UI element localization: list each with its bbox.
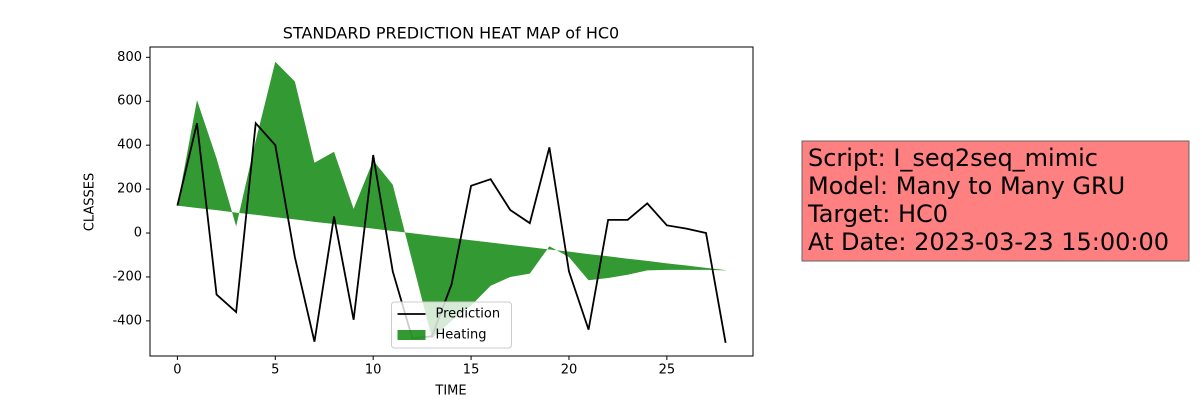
plot-frame bbox=[149, 46, 754, 357]
y-tick-label: 600 bbox=[117, 94, 142, 109]
legend-label: Heating bbox=[436, 328, 487, 343]
y-axis-label: CLASSES bbox=[83, 173, 98, 231]
legend-swatch bbox=[397, 330, 426, 340]
x-axis-label: TIME bbox=[434, 384, 466, 399]
info-box-line: Model: Many to Many GRU bbox=[808, 172, 1125, 200]
info-box-line: At Date: 2023-03-23 15:00:00 bbox=[808, 228, 1169, 256]
heating-area bbox=[177, 61, 726, 339]
chart-title: STANDARD PREDICTION HEAT MAP of HC0 bbox=[283, 24, 619, 43]
prediction-line bbox=[176, 121, 727, 343]
y-tick-label: 0 bbox=[134, 226, 142, 241]
legend: Prediction Heating bbox=[391, 301, 512, 349]
y-tick-label: -400 bbox=[112, 313, 142, 328]
y-tick-label: 200 bbox=[117, 182, 142, 197]
x-tick-label: 0 bbox=[173, 363, 181, 378]
plot-area bbox=[176, 61, 727, 343]
legend-label: Prediction bbox=[436, 307, 501, 322]
x-tick-label: 20 bbox=[561, 363, 578, 378]
x-tick-label: 10 bbox=[365, 363, 382, 378]
x-tick-label: 5 bbox=[271, 363, 279, 378]
x-tick-label: 15 bbox=[463, 363, 480, 378]
info-box-background bbox=[801, 140, 1190, 262]
x-tick-label: 25 bbox=[659, 363, 676, 378]
y-tick-label: 800 bbox=[117, 50, 142, 65]
y-tick-label: 400 bbox=[117, 138, 142, 153]
y-tick-label: -200 bbox=[112, 269, 142, 284]
info-box-line: Target: HC0 bbox=[807, 200, 948, 228]
info-box-line: Script: I_seq2seq_mimic bbox=[808, 144, 1098, 172]
